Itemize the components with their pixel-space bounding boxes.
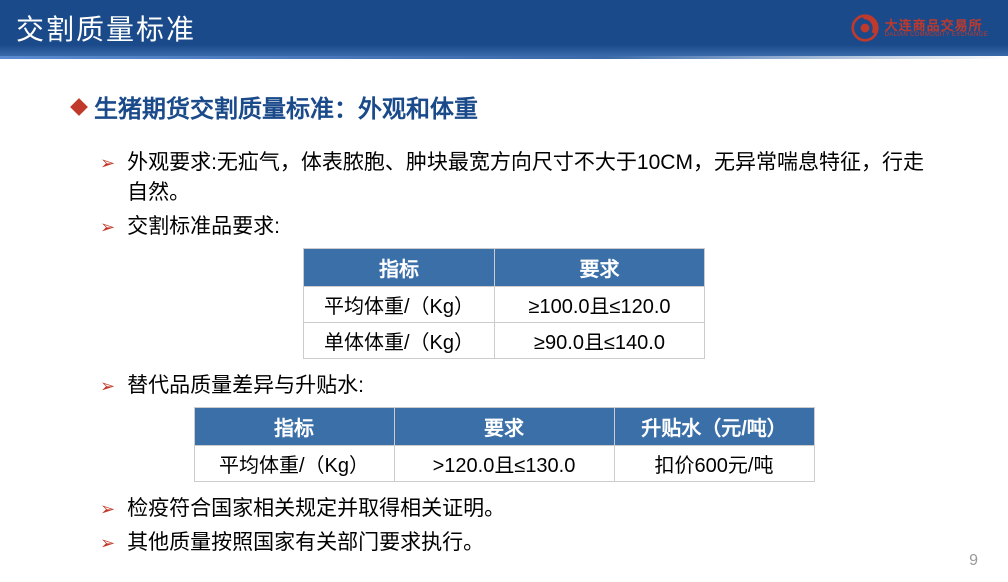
section-title-text: 生猪期货交割质量标准：外观和体重: [94, 89, 478, 124]
table-header-row: 指标 要求: [303, 249, 704, 287]
table-cell: 单体体重/（Kg）: [303, 323, 494, 359]
logo-english-name: DALIAN COMMODITY EXCHANGE: [885, 32, 988, 38]
standard-requirements-table: 指标 要求 平均体重/（Kg） ≥100.0且≤120.0 单体体重/（Kg） …: [303, 248, 705, 359]
table-cell: ≥90.0且≤140.0: [495, 323, 705, 359]
bullet-text: 检疫符合国家相关规定并取得相关证明。: [127, 494, 505, 524]
bullet-item: ➢ 检疫符合国家相关规定并取得相关证明。: [70, 494, 938, 524]
table-header-row: 指标 要求 升贴水（元/吨）: [194, 408, 814, 446]
arrow-bullet-icon: ➢: [100, 212, 115, 242]
table-cell: 扣价600元/吨: [614, 446, 814, 482]
header-bar: 交割质量标准 大连商品交易所 DALIAN COMMODITY EXCHANGE: [0, 0, 1008, 56]
logo-text: 大连商品交易所 DALIAN COMMODITY EXCHANGE: [885, 19, 988, 38]
page-title: 交割质量标准: [16, 8, 196, 48]
bullet-text: 其他质量按照国家有关部门要求执行。: [127, 528, 484, 558]
arrow-bullet-icon: ➢: [100, 528, 115, 558]
table-substitute-wrap: 指标 要求 升贴水（元/吨） 平均体重/（Kg） >120.0且≤130.0 扣…: [70, 407, 938, 482]
diamond-bullet-icon: [70, 98, 88, 116]
table-row: 平均体重/（Kg） ≥100.0且≤120.0: [303, 287, 704, 323]
table-cell: 平均体重/（Kg）: [194, 446, 394, 482]
table-header-cell: 要求: [394, 408, 614, 446]
table-cell: >120.0且≤130.0: [394, 446, 614, 482]
table-header-cell: 指标: [303, 249, 494, 287]
table-header-cell: 要求: [495, 249, 705, 287]
bullet-item: ➢ 其他质量按照国家有关部门要求执行。: [70, 528, 938, 558]
logo-chinese-name: 大连商品交易所: [885, 19, 988, 32]
exchange-logo: 大连商品交易所 DALIAN COMMODITY EXCHANGE: [851, 14, 988, 42]
content-area: 生猪期货交割质量标准：外观和体重 ➢ 外观要求:无疝气，体表脓胞、肿块最宽方向尺…: [0, 59, 1008, 558]
bullet-item: ➢ 交割标准品要求:: [70, 212, 938, 242]
arrow-bullet-icon: ➢: [100, 148, 115, 178]
bullet-text: 交割标准品要求:: [127, 212, 280, 242]
table-cell: ≥100.0且≤120.0: [495, 287, 705, 323]
bullet-text: 外观要求:无疝气，体表脓胞、肿块最宽方向尺寸不大于10CM，无异常喘息特征，行走…: [127, 148, 938, 208]
substitute-premium-table: 指标 要求 升贴水（元/吨） 平均体重/（Kg） >120.0且≤130.0 扣…: [194, 407, 815, 482]
arrow-bullet-icon: ➢: [100, 371, 115, 401]
table-header-cell: 升贴水（元/吨）: [614, 408, 814, 446]
table-cell: 平均体重/（Kg）: [303, 287, 494, 323]
arrow-bullet-icon: ➢: [100, 494, 115, 524]
table-standard-wrap: 指标 要求 平均体重/（Kg） ≥100.0且≤120.0 单体体重/（Kg） …: [70, 248, 938, 359]
bullet-item: ➢ 外观要求:无疝气，体表脓胞、肿块最宽方向尺寸不大于10CM，无异常喘息特征，…: [70, 148, 938, 208]
bullet-text: 替代品质量差异与升贴水:: [127, 371, 364, 401]
bullet-item: ➢ 替代品质量差异与升贴水:: [70, 371, 938, 401]
table-header-cell: 指标: [194, 408, 394, 446]
logo-swirl-icon: [851, 14, 879, 42]
page-number: 9: [969, 552, 978, 570]
section-title: 生猪期货交割质量标准：外观和体重: [70, 89, 938, 124]
table-row: 平均体重/（Kg） >120.0且≤130.0 扣价600元/吨: [194, 446, 814, 482]
table-row: 单体体重/（Kg） ≥90.0且≤140.0: [303, 323, 704, 359]
